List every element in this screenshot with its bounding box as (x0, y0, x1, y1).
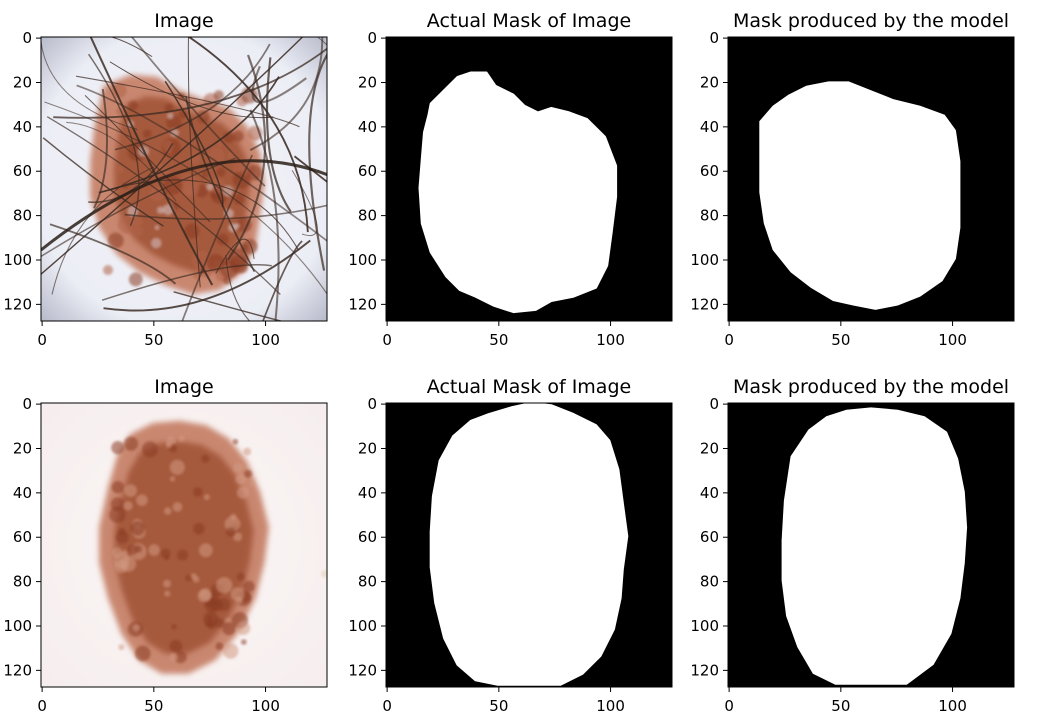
axes: 0 50 100 0 20 40 60 80 100 120 (3, 395, 328, 715)
y-tick-label: 120 (690, 295, 719, 313)
y-tick-label: 0 (22, 395, 32, 413)
x-tick-label: 50 (831, 331, 850, 349)
axes: 0 50 100 0 20 40 60 80 100 120 (348, 29, 673, 349)
y-tick-label: 120 (348, 661, 377, 679)
y-tick-label: 80 (13, 207, 32, 225)
x-tick-label: 0 (724, 697, 734, 715)
x-tick-label: 50 (489, 331, 508, 349)
panel-title: Mask produced by the model (733, 376, 1009, 398)
y-tick-label: 0 (709, 29, 719, 47)
y-tick-label: 100 (348, 617, 377, 635)
y-tick-label: 120 (3, 661, 32, 679)
y-tick-label: 40 (358, 484, 377, 502)
x-tick-label: 0 (382, 697, 392, 715)
y-tick-label: 0 (709, 395, 719, 413)
x-tick-label: 100 (938, 697, 967, 715)
segmentation-mask (386, 402, 672, 687)
y-tick-label: 60 (700, 162, 719, 180)
y-tick-label: 120 (348, 295, 377, 313)
y-tick-label: 80 (358, 207, 377, 225)
y-tick-label: 0 (22, 29, 32, 47)
y-tick-label: 40 (13, 484, 32, 502)
axes: 0 50 100 0 20 40 60 80 100 120 (690, 395, 1015, 715)
x-tick-label: 100 (251, 697, 280, 715)
y-tick-label: 100 (3, 251, 32, 269)
y-tick-label: 80 (358, 573, 377, 591)
segmentation-mask (386, 37, 672, 321)
y-tick-label: 100 (690, 617, 719, 635)
panel-title: Image (154, 376, 214, 398)
lesion-photo (41, 37, 327, 321)
x-tick-label: 100 (251, 331, 280, 349)
x-tick-label: 0 (37, 331, 47, 349)
y-tick-label: 80 (13, 573, 32, 591)
segmentation-mask (728, 403, 1014, 687)
y-tick-label: 40 (13, 118, 32, 136)
x-tick-label: 50 (831, 697, 850, 715)
y-tick-label: 120 (3, 295, 32, 313)
y-tick-label: 0 (367, 29, 377, 47)
panel-title: Image (154, 10, 214, 32)
y-tick-label: 20 (358, 439, 377, 457)
y-tick-label: 0 (367, 395, 377, 413)
y-tick-label: 100 (348, 251, 377, 269)
y-tick-label: 60 (358, 528, 377, 546)
axes: 0 50 100 0 20 40 60 80 100 120 (348, 395, 673, 715)
segmentation-mask (728, 37, 1014, 321)
y-tick-label: 20 (13, 73, 32, 91)
x-tick-label: 50 (144, 697, 163, 715)
x-tick-label: 50 (489, 697, 508, 715)
x-tick-label: 0 (724, 331, 734, 349)
y-tick-label: 60 (13, 528, 32, 546)
y-tick-label: 80 (700, 207, 719, 225)
y-tick-label: 40 (358, 118, 377, 136)
x-tick-label: 50 (144, 331, 163, 349)
y-tick-label: 20 (13, 439, 32, 457)
y-tick-label: 120 (690, 661, 719, 679)
y-tick-label: 60 (358, 162, 377, 180)
x-tick-label: 100 (938, 331, 967, 349)
axes: 0 50 100 0 20 40 60 80 100 120 (3, 29, 328, 349)
y-tick-label: 20 (358, 73, 377, 91)
y-tick-label: 60 (700, 528, 719, 546)
x-tick-label: 100 (596, 697, 625, 715)
y-tick-label: 40 (700, 118, 719, 136)
axes: 0 50 100 0 20 40 60 80 100 120 (690, 29, 1015, 349)
panel-title: Actual Mask of Image (427, 376, 631, 398)
y-tick-label: 20 (700, 73, 719, 91)
y-tick-label: 100 (3, 617, 32, 635)
x-tick-label: 0 (37, 697, 47, 715)
y-tick-label: 100 (690, 251, 719, 269)
x-tick-label: 0 (382, 331, 392, 349)
y-tick-label: 60 (13, 162, 32, 180)
lesion-photo (41, 403, 327, 687)
y-tick-label: 20 (700, 439, 719, 457)
y-tick-label: 40 (700, 484, 719, 502)
panel-title: Mask produced by the model (733, 10, 1009, 32)
y-tick-label: 80 (700, 573, 719, 591)
x-tick-label: 100 (596, 331, 625, 349)
panel-title: Actual Mask of Image (427, 10, 631, 32)
